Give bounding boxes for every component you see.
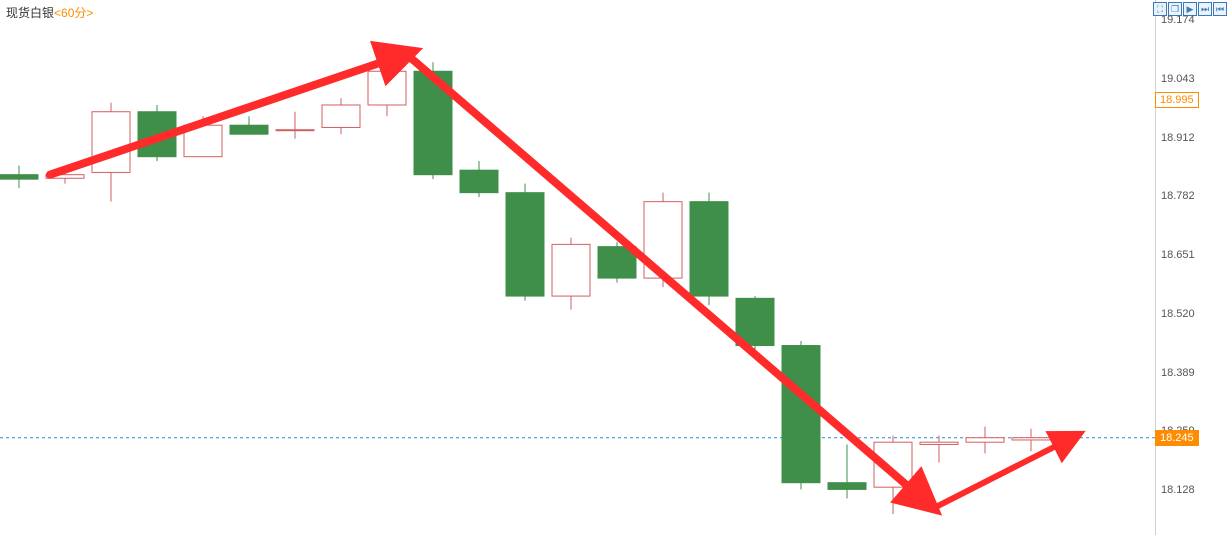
candle-body — [92, 112, 130, 173]
price-marker: 18.245 — [1155, 430, 1199, 446]
candle-body — [966, 438, 1004, 442]
candle-body — [0, 175, 38, 179]
candle-body — [690, 202, 728, 296]
y-tick-label: 19.043 — [1161, 73, 1195, 85]
y-tick-label: 18.389 — [1161, 367, 1195, 379]
chart-plot-area[interactable]: 现货白银<60分> — [0, 0, 1156, 535]
candle-body — [368, 71, 406, 105]
candle-body — [1012, 438, 1050, 440]
y-tick-label: 18.651 — [1161, 249, 1195, 261]
y-tick-label: 18.912 — [1161, 132, 1195, 144]
trend-arrow — [935, 436, 1075, 507]
forward-icon[interactable]: ⏭ — [1198, 2, 1212, 16]
candle-body — [782, 346, 820, 483]
candle-body — [460, 170, 498, 192]
rewind-icon[interactable]: ⏮ — [1213, 2, 1227, 16]
candle-body — [828, 483, 866, 490]
price-marker: 18.995 — [1155, 92, 1199, 108]
candle-body — [920, 442, 958, 444]
candle-body — [506, 193, 544, 296]
y-tick-label: 18.782 — [1161, 190, 1195, 202]
y-tick-label: 19.174 — [1161, 14, 1195, 26]
candle-body — [552, 244, 590, 296]
candle-body — [230, 125, 268, 134]
y-tick-label: 18.520 — [1161, 308, 1195, 320]
y-axis: ⛶ ❐ ▶ ⏭ ⏮ 19.17419.04318.91218.78218.651… — [1155, 0, 1229, 535]
chart-svg — [0, 0, 1155, 535]
y-tick-label: 18.128 — [1161, 484, 1195, 496]
candle-body — [276, 130, 314, 131]
candle-body — [322, 105, 360, 127]
